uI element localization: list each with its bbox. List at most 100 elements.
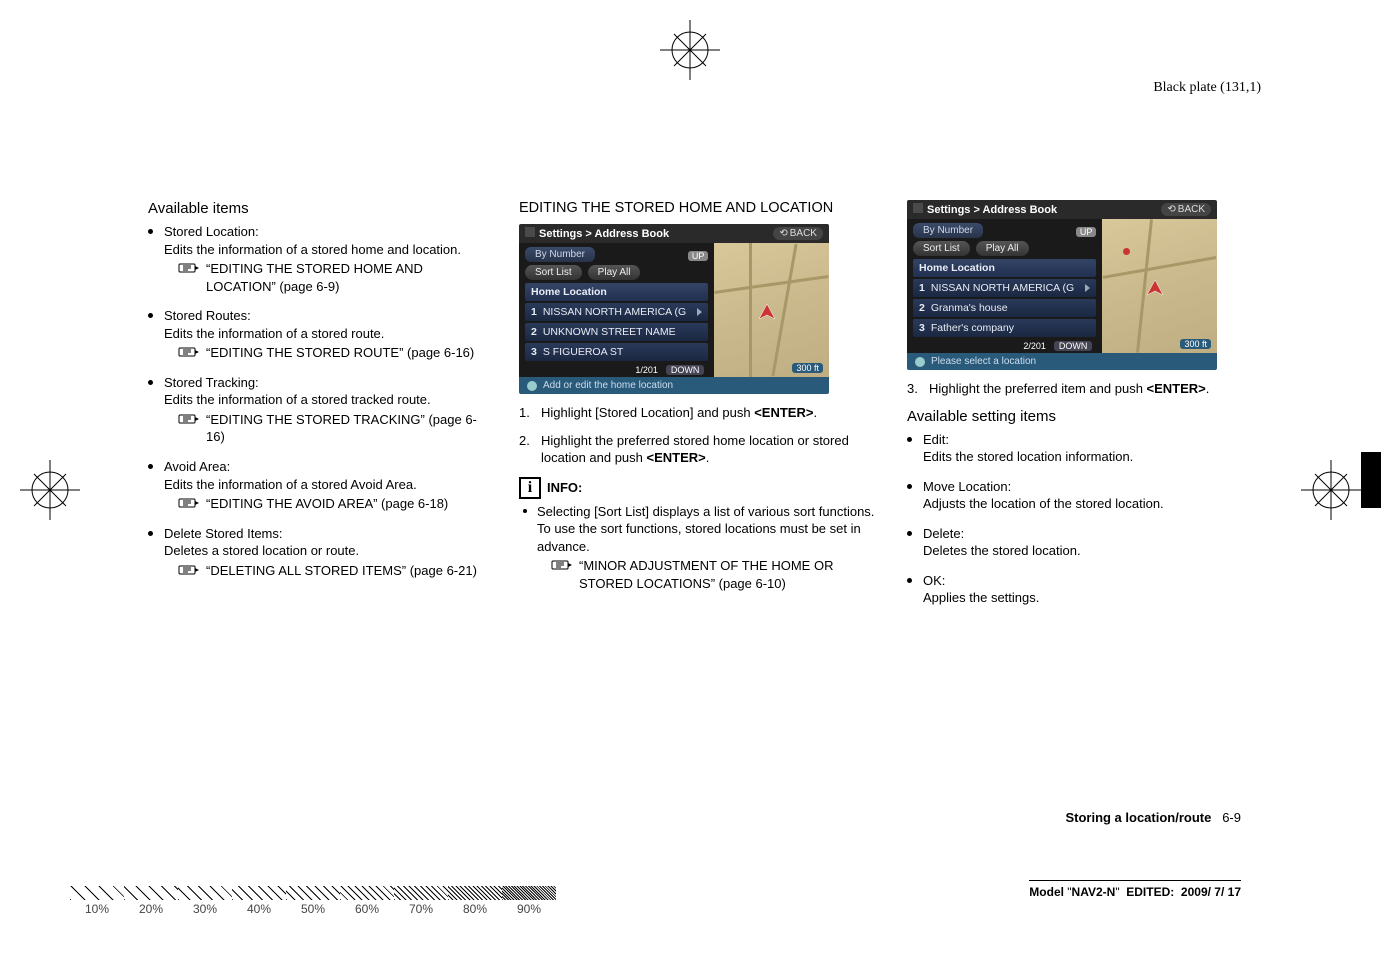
- screen-hatch: [502, 886, 556, 900]
- ss-home-location: Home Location: [525, 283, 708, 301]
- ref-text: “EDITING THE STORED TRACKING” (page 6-16…: [206, 411, 489, 446]
- column-3: Settings > Address Book ⟲BACK By Number …: [907, 200, 1248, 619]
- screen-strip: 10%20%30%40%50%60%70%80%90%: [70, 868, 556, 916]
- ss-tab: By Number: [525, 247, 595, 262]
- ss-row: 1NISSAN NORTH AMERICA (G: [913, 279, 1096, 297]
- screen-cell: 30%: [178, 868, 232, 916]
- item-body: Deletes a stored location or route.: [164, 543, 359, 558]
- col1-item: Stored Tracking: Edits the information o…: [148, 374, 489, 446]
- col3-item: Delete: Deletes the stored location.: [907, 525, 1248, 560]
- map-car-icon: [758, 303, 776, 321]
- ss-pill-sort: Sort List: [913, 241, 970, 256]
- col2-heading: EDITING THE STORED HOME AND LOCATION: [519, 200, 877, 216]
- hand-icon: [178, 411, 200, 426]
- ss-title: Settings > Address Book: [927, 204, 1057, 216]
- col2-steps: 1.Highlight [Stored Location] and push <…: [519, 404, 877, 467]
- ss-home-label: Home Location: [919, 262, 995, 274]
- info-heading: i INFO:: [519, 477, 877, 499]
- black-plate-label: Black plate (131,1): [1153, 80, 1261, 96]
- item-ref: “DELETING ALL STORED ITEMS” (page 6-21): [178, 562, 489, 580]
- ss-back-label: BACK: [1178, 204, 1205, 215]
- column-2: EDITING THE STORED HOME AND LOCATION Set…: [519, 200, 877, 619]
- ref-text: “EDITING THE AVOID AREA” (page 6-18): [206, 495, 448, 513]
- screen-label: 60%: [340, 902, 394, 916]
- page-content: Available items Stored Location: Edits t…: [148, 200, 1248, 619]
- ss-row-num: 3: [531, 346, 537, 358]
- item-ref: “EDITING THE STORED HOME AND LOCATION” (…: [178, 260, 489, 295]
- ref-text: “EDITING THE STORED HOME AND LOCATION” (…: [206, 260, 489, 295]
- ss-pill-play: Play All: [976, 241, 1029, 256]
- ss-up: UP: [688, 251, 709, 261]
- status-icon: [915, 357, 925, 367]
- screen-hatch: [340, 886, 394, 900]
- item-title: Delete:: [923, 526, 964, 541]
- item-ref: “EDITING THE STORED TRACKING” (page 6-16…: [178, 411, 489, 446]
- item-body: Deletes the stored location.: [923, 543, 1081, 558]
- screen-cell: 70%: [394, 868, 448, 916]
- ss-row-num: 3: [919, 322, 925, 334]
- play-icon: [1085, 284, 1090, 292]
- step-3: 3.Highlight the preferred item and push …: [907, 380, 1248, 398]
- ss-row: 3S FIGUEROA ST: [525, 343, 708, 361]
- col1-item: Delete Stored Items: Deletes a stored lo…: [148, 525, 489, 580]
- map-scale: 300 ft: [792, 363, 823, 373]
- ss-up: UP: [1076, 227, 1097, 237]
- ss-page: 1/201: [635, 365, 658, 375]
- info-bullet: Selecting [Sort List] displays a list of…: [523, 503, 877, 593]
- item-body: Edits the information of a stored home a…: [164, 242, 461, 257]
- item-body: Edits the information of a stored route.: [164, 326, 384, 341]
- ss-row-num: 1: [531, 306, 537, 318]
- footer-page-num: 6-9: [1222, 810, 1241, 825]
- ss-titlebar: Settings > Address Book ⟲BACK: [907, 200, 1217, 219]
- item-title: Edit:: [923, 432, 949, 447]
- item-title: Avoid Area:: [164, 459, 230, 474]
- info-ref-text: “MINOR ADJUSTMENT OF THE HOME OR STORED …: [579, 557, 877, 592]
- hand-icon: [178, 495, 200, 510]
- col1-list: Stored Location: Edits the information o…: [148, 223, 489, 579]
- ref-text: “EDITING THE STORED ROUTE” (page 6-16): [206, 344, 474, 362]
- screen-cell: 90%: [502, 868, 556, 916]
- ss-map: 300 ft: [1102, 219, 1217, 353]
- item-title: Stored Routes:: [164, 308, 251, 323]
- step-2: 2.Highlight the preferred stored home lo…: [519, 432, 877, 467]
- item-title: Stored Location:: [164, 224, 259, 239]
- ss-pill-play: Play All: [588, 265, 641, 280]
- footer-section: Storing a location/route: [1065, 810, 1211, 825]
- screen-label: 30%: [178, 902, 232, 916]
- col3-list: Edit: Edits the stored location informat…: [907, 431, 1248, 607]
- map-car-icon: [1146, 279, 1164, 297]
- status-icon: [527, 381, 537, 391]
- screen-label: 50%: [286, 902, 340, 916]
- ss-row: 2 UNKNOWN STREET NAME: [525, 323, 708, 341]
- item-body: Applies the settings.: [923, 590, 1039, 605]
- ss-row-label: UNKNOWN STREET NAME: [543, 326, 676, 338]
- ss-status-text: Add or edit the home location: [543, 380, 673, 391]
- item-body: Edits the information of a stored tracke…: [164, 392, 431, 407]
- ss-status-text: Please select a location: [931, 356, 1036, 367]
- screen-cell: 40%: [232, 868, 286, 916]
- hand-icon: [178, 260, 200, 275]
- hand-icon: [178, 562, 200, 577]
- screen-cell: 80%: [448, 868, 502, 916]
- nav-screenshot-1: Settings > Address Book ⟲BACK By Number …: [519, 224, 829, 394]
- screen-hatch: [70, 886, 124, 900]
- ref-text: “DELETING ALL STORED ITEMS” (page 6-21): [206, 562, 477, 580]
- play-icon: [697, 308, 702, 316]
- screen-hatch: [178, 886, 232, 900]
- item-ref: “EDITING THE AVOID AREA” (page 6-18): [178, 495, 489, 513]
- screen-cell: 60%: [340, 868, 394, 916]
- screen-label: 40%: [232, 902, 286, 916]
- info-ref: “MINOR ADJUSTMENT OF THE HOME OR STORED …: [551, 557, 877, 592]
- col3-item: Edit: Edits the stored location informat…: [907, 431, 1248, 466]
- cropmark-top: [660, 20, 720, 80]
- info-body: To use the sort functions, stored locati…: [537, 521, 861, 554]
- hand-icon: [178, 344, 200, 359]
- screen-cell: 10%: [70, 868, 124, 916]
- screen-cell: 20%: [124, 868, 178, 916]
- model-footer: Model "NAV2-N" EDITED: 2009/ 7/ 17: [1029, 880, 1241, 899]
- ss-down: DOWN: [666, 365, 705, 375]
- ss-back-button: ⟲BACK: [1161, 203, 1211, 216]
- col1-item: Avoid Area: Edits the information of a s…: [148, 458, 489, 513]
- ss-row-num: 2: [531, 326, 537, 338]
- ss-row: 1NISSAN NORTH AMERICA (G: [525, 303, 708, 321]
